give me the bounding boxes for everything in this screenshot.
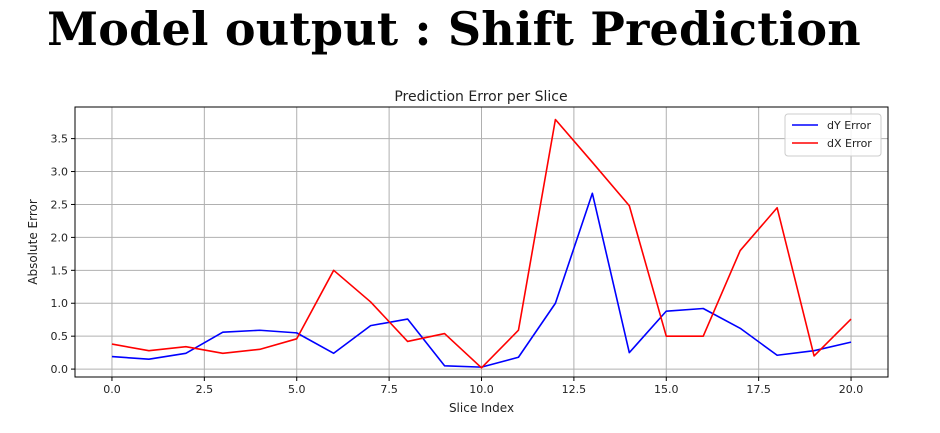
y-tick-label: 0.0 — [51, 363, 69, 376]
x-tick-label: 2.5 — [196, 383, 214, 396]
x-tick-label: 15.0 — [654, 383, 679, 396]
x-tick-label: 12.5 — [562, 383, 587, 396]
x-tick-label: 10.0 — [469, 383, 494, 396]
y-tick-label: 1.5 — [51, 264, 69, 277]
y-tick-label: 0.5 — [51, 330, 69, 343]
legend-label: dX Error — [827, 137, 872, 150]
series-lines — [111, 118, 852, 369]
y-tick-label: 2.0 — [51, 231, 69, 244]
y-tick-label: 2.5 — [51, 198, 69, 211]
x-tick-label: 20.0 — [839, 383, 864, 396]
y-tick-label: 1.0 — [51, 297, 69, 310]
y-tick-label: 3.5 — [51, 133, 69, 146]
page-headline: Model output : Shift Prediction — [47, 2, 861, 56]
x-tick-label: 17.5 — [746, 383, 771, 396]
y-axis-ticks: 0.0 0.5 1.0 1.5 2.0 2.5 3.0 3.5 — [51, 133, 75, 376]
series-line-dx-error — [111, 118, 852, 369]
x-axis-ticks: 0.0 2.5 5.0 7.5 10.0 12.5 15.0 17.5 20.0 — [103, 377, 863, 396]
x-tick-label: 7.5 — [380, 383, 398, 396]
x-tick-label: 5.0 — [288, 383, 306, 396]
y-axis-label: Absolute Error — [26, 199, 40, 285]
legend-label: dY Error — [827, 119, 871, 132]
x-tick-label: 0.0 — [103, 383, 121, 396]
chart-title: Prediction Error per Slice — [394, 89, 567, 105]
grid-lines — [75, 107, 888, 377]
y-tick-label: 3.0 — [51, 166, 69, 179]
x-axis-label: Slice Index — [449, 401, 514, 415]
chart-legend: dY Error dX Error — [784, 113, 882, 157]
